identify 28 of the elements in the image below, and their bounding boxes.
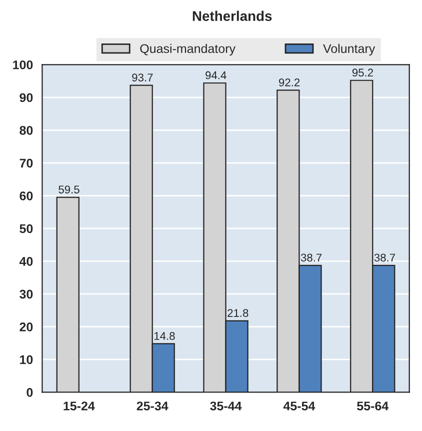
data-label: 92.2: [278, 78, 300, 86]
y-tick-label: 80: [20, 126, 33, 135]
data-label: 14.8: [154, 332, 175, 340]
x-tick-label: 45-54: [283, 402, 316, 410]
legend-label: Quasi-mandatory: [140, 44, 236, 56]
y-tick-label: 0: [26, 388, 33, 397]
data-label: 38.7: [374, 254, 395, 262]
y-tick-label: 10: [20, 355, 33, 364]
y-tick-label: 30: [20, 290, 33, 299]
data-label: 94.4: [206, 71, 226, 80]
y-tick-label: 100: [13, 60, 33, 70]
x-tick-label: 35-44: [210, 402, 242, 410]
data-label: 95.2: [352, 68, 373, 77]
x-tick-label: 15-24: [64, 402, 95, 410]
y-tick-label: 60: [20, 191, 33, 200]
y-tick-label: 40: [19, 256, 33, 266]
data-label: 59.5: [58, 186, 80, 194]
data-label: 21.8: [228, 309, 248, 317]
data-label: 38.7: [300, 254, 322, 262]
legend-label: Voluntary: [323, 44, 376, 56]
y-tick-label: 50: [20, 224, 33, 234]
data-label: 93.7: [132, 74, 153, 82]
x-tick-label: 55-64: [357, 402, 389, 410]
chart-title: Netherlands: [192, 10, 272, 21]
y-tick-label: 90: [20, 93, 33, 102]
y-tick-label: 20: [20, 322, 33, 332]
y-tick-label: 70: [20, 158, 33, 168]
x-tick-label: 25-34: [136, 402, 168, 410]
